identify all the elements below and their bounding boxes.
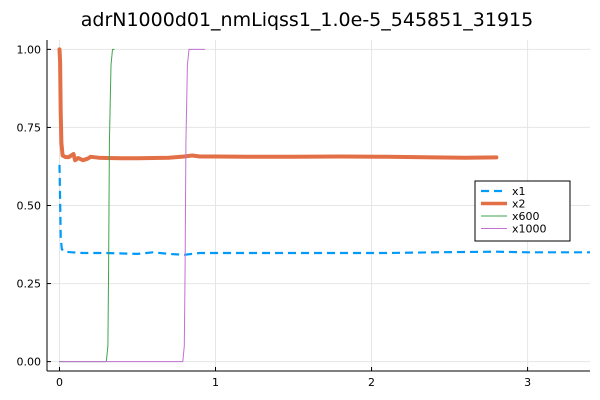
series-lines xyxy=(57,47,590,363)
y-tick-label: 0.00 xyxy=(17,356,42,369)
legend-box xyxy=(474,180,571,242)
series-line-x600 xyxy=(59,48,115,363)
chart-title: adrN1000d01_nmLiqss1_1.0e-5_545851_31915 xyxy=(81,9,534,31)
y-tick-label: 1.00 xyxy=(17,43,42,56)
y-tick-label: 0.50 xyxy=(17,200,42,213)
x-tick-label: 1 xyxy=(212,376,219,389)
y-tick-label: 0.75 xyxy=(17,121,42,134)
legend-label-x2: x2 xyxy=(512,198,526,211)
series-line-x1000 xyxy=(59,48,206,363)
series-line-x2 xyxy=(57,47,499,163)
legend-label-x1: x1 xyxy=(512,185,526,198)
series-line-x1 xyxy=(58,164,590,256)
x-tick-label: 2 xyxy=(368,376,375,389)
legend-label-x1000: x1000 xyxy=(512,223,547,236)
x-tick-label: 0 xyxy=(56,376,63,389)
x-tick-label: 3 xyxy=(524,376,531,389)
legend-label-x600: x600 xyxy=(512,210,540,223)
y-tick-label: 0.25 xyxy=(17,278,42,291)
axis-ticks: 0 1 2 3 0.00 0.25 0.50 0.75 1.00 xyxy=(17,43,532,389)
